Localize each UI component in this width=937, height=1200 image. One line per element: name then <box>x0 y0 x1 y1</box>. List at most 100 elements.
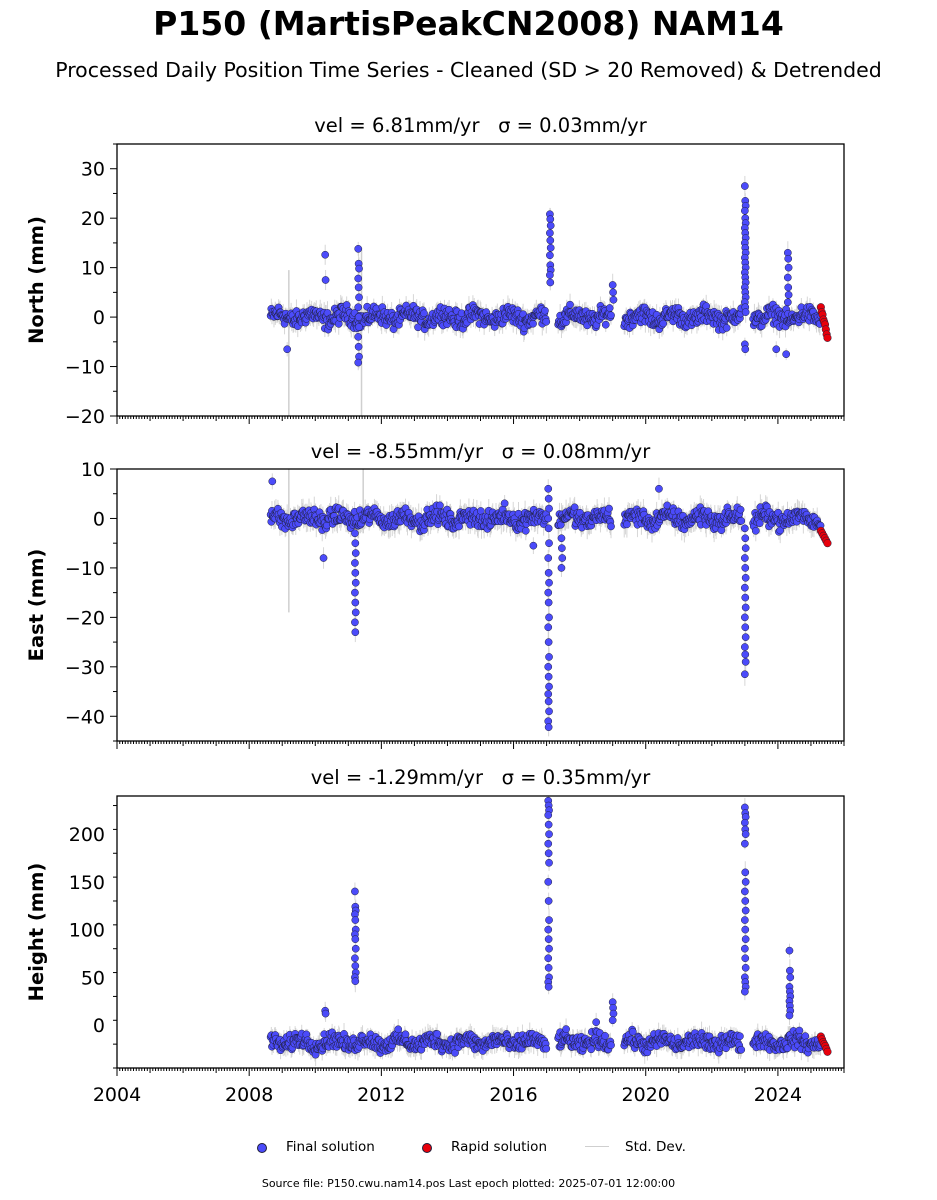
final-solution-point <box>623 520 631 529</box>
y-tick-label: 10 <box>81 258 105 280</box>
y-tick-label: −20 <box>65 607 105 629</box>
final-solution-point <box>351 628 360 637</box>
final-solution-point <box>521 526 530 535</box>
final-solution-point <box>544 524 553 533</box>
final-solution-point <box>351 559 359 567</box>
final-solution-point <box>741 583 749 592</box>
final-solution-point <box>545 682 553 691</box>
y-axis-label: East (mm) <box>25 549 48 662</box>
final-solution-point <box>741 658 750 666</box>
rapid-solution-points <box>816 303 832 342</box>
final-solution-point <box>354 303 363 312</box>
plot-area <box>266 469 832 737</box>
final-solution-point <box>741 206 749 215</box>
final-solution-point <box>607 311 615 320</box>
final-solution-point <box>546 221 555 230</box>
final-solution-point <box>546 278 555 287</box>
final-solution-point <box>544 484 553 493</box>
final-solution-point <box>354 244 363 253</box>
final-solution-point <box>355 293 363 302</box>
final-solution-point <box>544 554 553 562</box>
final-solution-point <box>351 549 360 557</box>
final-solution-point <box>741 308 750 316</box>
final-solution-point <box>741 554 749 562</box>
final-solution-point <box>283 345 292 354</box>
y-tick-label: −10 <box>65 357 105 379</box>
final-solution-point <box>659 319 668 328</box>
final-solution-point <box>741 650 750 659</box>
final-solution-point <box>566 300 574 309</box>
y-tick-label: −20 <box>65 406 105 428</box>
final-solution-point <box>741 544 750 552</box>
final-solution-point <box>546 215 555 224</box>
final-solution-point <box>351 578 360 587</box>
final-solution-point <box>741 573 750 582</box>
final-solution-point <box>544 638 553 646</box>
final-solution-point <box>722 324 731 332</box>
y-tick-label: 0 <box>93 508 105 530</box>
final-solution-point <box>741 524 749 533</box>
final-solution-point <box>741 613 749 622</box>
final-solution-point <box>529 541 538 550</box>
final-solution-point <box>319 554 328 562</box>
final-solution-point <box>351 598 360 607</box>
y-axis: −20 −10 0 10 20 30 <box>65 143 117 428</box>
final-solution-point <box>736 505 745 514</box>
y-tick-label: −30 <box>65 657 105 679</box>
x-axis <box>116 741 845 749</box>
final-solution-point <box>542 317 551 326</box>
final-solution-point <box>354 342 363 351</box>
final-solution-point <box>354 358 363 367</box>
final-solution-point <box>354 333 363 341</box>
final-solution-point <box>557 534 566 543</box>
final-solution-point <box>546 236 555 245</box>
final-solution-point <box>608 281 617 289</box>
final-solution-point <box>544 623 553 632</box>
y-axis-label: North (mm) <box>25 216 48 344</box>
final-solution-point <box>546 244 555 252</box>
final-solution-point <box>544 514 553 523</box>
final-solution-point <box>351 608 360 617</box>
y-tick-label: 20 <box>81 208 105 230</box>
final-solution-point <box>557 564 566 572</box>
final-solution-point <box>420 309 428 318</box>
plot-area <box>266 175 832 416</box>
final-solution-point <box>544 588 553 597</box>
final-solution-point <box>351 618 359 627</box>
final-solution-point <box>268 477 277 486</box>
final-solution-point <box>784 254 793 263</box>
panel-2: −40 −30 −20 −10 0 10 vel = -8.55mm/yr σ = 0.08… <box>25 440 845 749</box>
final-solution-points <box>266 182 825 367</box>
final-solution-point <box>784 263 793 272</box>
final-solution-point <box>546 251 554 260</box>
final-solution-point <box>351 529 359 538</box>
final-solution-point <box>545 707 553 716</box>
axes-frame <box>116 143 845 417</box>
std-dev-bars <box>270 175 822 416</box>
y-tick-label: 30 <box>81 159 105 181</box>
final-solution-point <box>607 522 615 531</box>
final-solution-point <box>741 593 750 602</box>
final-solution-point <box>609 288 617 297</box>
rapid-solution-point <box>823 333 832 342</box>
final-solution-point <box>545 653 553 661</box>
final-solution-point <box>784 283 793 292</box>
final-solution-point <box>546 229 554 237</box>
final-solution-point <box>544 662 553 671</box>
final-solution-point <box>500 499 509 508</box>
final-solution-point <box>558 554 567 562</box>
final-solution-point <box>755 519 764 528</box>
final-solution-point <box>544 690 553 698</box>
final-solution-point <box>351 569 360 577</box>
panel-title: vel = 6.81mm/yr σ = 0.03mm/yr <box>314 114 647 137</box>
rapid-solution-points <box>816 526 832 548</box>
panel-title: vel = -8.55mm/yr σ = 0.08mm/yr <box>311 440 651 463</box>
final-solution-point <box>605 304 614 312</box>
final-solution-point <box>545 613 553 622</box>
y-tick-label: −10 <box>65 558 105 580</box>
plot-area <box>266 796 832 1067</box>
final-solution-point <box>741 534 750 543</box>
rapid-solution-point <box>823 539 832 548</box>
final-solution-point <box>455 522 463 531</box>
